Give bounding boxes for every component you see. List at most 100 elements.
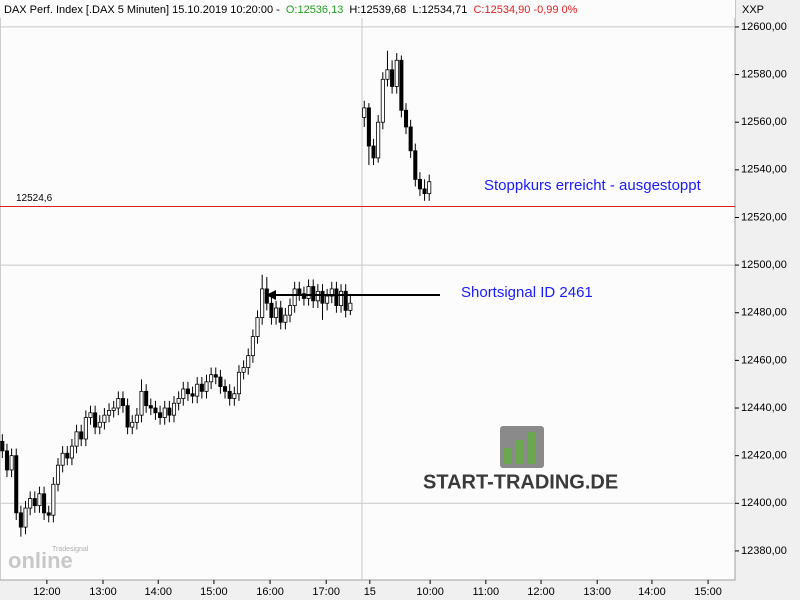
candle-body [32, 498, 37, 507]
candle-body [65, 452, 70, 459]
header-bg [0, 0, 735, 18]
y-tick-label: 12440,00 [741, 402, 787, 414]
y-tick-label: 12460,00 [741, 354, 787, 366]
x-tick-label: 14:00 [144, 586, 172, 598]
candle-body [385, 69, 390, 80]
candle-body [97, 421, 102, 428]
candle-body [223, 386, 228, 392]
y-tick-label: 12560,00 [741, 116, 787, 128]
plot-area [0, 0, 736, 581]
candle-body [153, 407, 158, 414]
x-tick-label: 11:00 [472, 586, 499, 598]
candle-body [120, 398, 125, 407]
logo-icon [516, 440, 524, 464]
candle-body [334, 288, 339, 307]
candle-body [14, 455, 19, 514]
candle-body [139, 390, 144, 416]
candle-body [376, 121, 381, 159]
y-tick-label: 12540,00 [741, 164, 787, 176]
candle-body [171, 402, 177, 416]
candle-body [371, 145, 376, 159]
candle-body [130, 421, 135, 428]
candle-body [88, 412, 93, 418]
x-tick-label: 14:00 [638, 586, 666, 598]
candle-body [218, 376, 223, 387]
x-tick-label: 10:00 [416, 586, 444, 598]
candle-body [102, 414, 107, 423]
candle-body [4, 450, 9, 471]
candle-body [93, 412, 98, 428]
symbol: XXP [742, 4, 764, 16]
candle-body [241, 367, 246, 373]
candle-body [148, 405, 153, 409]
candle-body [408, 126, 413, 152]
candle-body [176, 398, 181, 404]
candle-body [306, 286, 311, 299]
candle-body [325, 295, 330, 304]
candle-body [28, 498, 33, 509]
candle-body [255, 317, 260, 337]
logo: START-TRADING.DE Tradesignal online [8, 426, 618, 573]
y-tick-label: 12520,00 [741, 211, 787, 223]
x-tick-label: 15 [364, 586, 376, 598]
candle-body [213, 374, 218, 378]
candles [0, 50, 432, 537]
candle-body [42, 493, 47, 514]
annotation: Stoppkurs erreicht - ausgestoppt [484, 177, 702, 194]
candle-body [269, 302, 274, 318]
y-tick-label: 12500,00 [741, 259, 787, 271]
candle-body [190, 393, 195, 397]
watermark-small: Tradesignal [52, 546, 89, 553]
x-tick-label: 16:00 [256, 586, 284, 598]
y-tick-label: 12400,00 [741, 497, 787, 509]
x-tick-label: 17:00 [312, 586, 340, 598]
candle-body [111, 407, 116, 411]
candle-body [292, 288, 297, 307]
logo-text: START-TRADING.DE [423, 471, 618, 493]
candle-body [283, 314, 288, 323]
header-low: L:12534,71 [412, 4, 467, 16]
candle-body [236, 371, 241, 395]
candle-body [116, 398, 121, 409]
candle-body [185, 388, 190, 395]
candle-body [60, 452, 65, 466]
candle-body [158, 412, 163, 418]
candle-body [390, 69, 395, 87]
candle-body [278, 307, 283, 323]
candle-body [83, 417, 88, 440]
candle-body [9, 455, 14, 471]
candle-body [399, 59, 404, 111]
candle-body [199, 383, 204, 392]
candle-body [362, 107, 367, 118]
candle-body [51, 483, 56, 516]
candle-body [343, 290, 348, 311]
watermark: online [8, 548, 73, 573]
candle-body [18, 512, 23, 528]
header-close: C:12534,90 -0,99 0% [473, 4, 577, 16]
x-tick-label: 13:00 [583, 586, 611, 598]
candle-body [329, 288, 334, 297]
grid [0, 26, 735, 504]
candle-body [232, 393, 237, 399]
candle-body [204, 381, 209, 392]
annotation: Shortsignal ID 2461 [461, 284, 593, 301]
candle-body [246, 355, 251, 368]
candle-body [366, 107, 371, 147]
candle-body [37, 493, 42, 507]
header-title: DAX Perf. Index [.DAX 5 Minuten] 15.10.2… [4, 4, 280, 16]
x-tick-label: 12:00 [527, 586, 555, 598]
candle-body [107, 410, 112, 416]
y-tick-label: 12420,00 [741, 450, 787, 462]
candle-body [274, 307, 279, 318]
level-label: 12524,6 [16, 193, 53, 204]
candle-body [422, 188, 427, 195]
x-tick-label: 12:00 [33, 586, 61, 598]
signal-arrowhead [266, 290, 276, 300]
candle-body [301, 293, 306, 299]
candle-body [315, 290, 320, 302]
candle-body [195, 383, 200, 397]
candle-body [74, 431, 79, 447]
candle-body [394, 59, 399, 87]
candle-body [134, 414, 139, 423]
